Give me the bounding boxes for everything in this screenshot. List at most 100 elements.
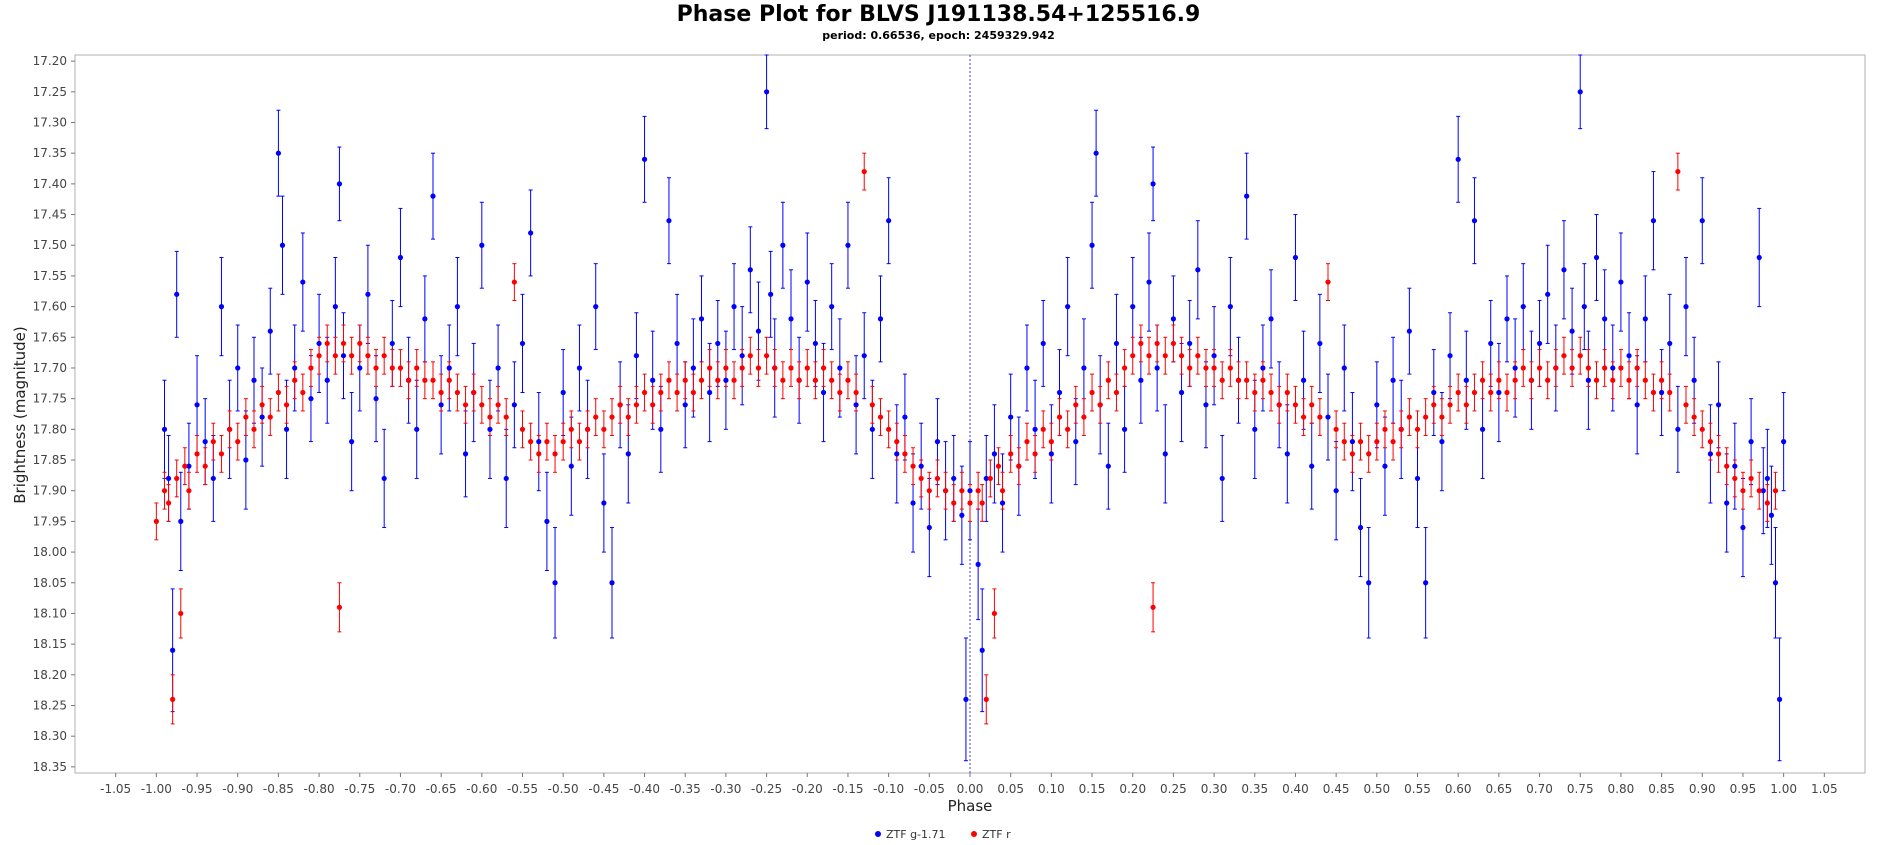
data-point	[235, 365, 241, 371]
data-point	[1488, 389, 1494, 396]
data-point	[1610, 365, 1616, 371]
data-point	[1650, 389, 1657, 396]
data-point	[1374, 402, 1380, 408]
data-point	[755, 328, 762, 334]
data-point	[820, 365, 827, 371]
chart-title: Phase Plot for BLVS J191138.54+125516.9	[676, 2, 1201, 27]
data-point	[544, 518, 550, 524]
data-point	[438, 402, 444, 408]
data-point	[340, 353, 347, 359]
data-point	[381, 475, 387, 482]
data-point	[1162, 451, 1168, 457]
data-point	[593, 414, 599, 420]
data-point	[1760, 488, 1766, 494]
data-point	[202, 463, 208, 469]
data-point	[487, 426, 493, 432]
data-point	[495, 365, 501, 371]
data-point	[1504, 316, 1510, 322]
y-tick-label: 17.75	[33, 392, 67, 406]
data-point	[1699, 218, 1705, 224]
x-tick-label: 1.05	[1811, 782, 1838, 796]
data-point	[1008, 451, 1014, 457]
data-point	[1634, 365, 1640, 371]
data-point	[1667, 340, 1673, 347]
data-point	[422, 316, 428, 322]
data-point	[1707, 451, 1714, 457]
data-point	[186, 463, 192, 469]
data-point	[674, 389, 680, 396]
data-point	[1203, 365, 1209, 371]
data-point	[1626, 377, 1632, 383]
data-point	[316, 340, 322, 347]
y-tick-label: 18.10	[33, 606, 67, 620]
data-point	[1048, 451, 1054, 457]
data-point	[503, 414, 509, 420]
data-point	[987, 475, 993, 482]
data-point	[1260, 365, 1266, 371]
data-point	[1341, 439, 1347, 445]
x-tick-label: 0.25	[1160, 782, 1187, 796]
data-point	[438, 389, 444, 396]
data-point	[1642, 377, 1648, 383]
data-point	[1244, 377, 1250, 383]
data-point	[202, 439, 208, 445]
data-point	[1488, 340, 1494, 347]
data-point	[1528, 377, 1535, 383]
data-point	[1081, 365, 1087, 371]
data-point	[1691, 377, 1697, 383]
x-tick-label: -0.25	[751, 782, 782, 796]
data-point	[1121, 426, 1128, 432]
data-point	[462, 402, 469, 408]
y-tick-label: 17.20	[33, 54, 67, 68]
data-point	[910, 463, 916, 469]
data-point	[275, 150, 282, 156]
x-tick-label: -0.30	[710, 782, 741, 796]
x-tick-label: 1.00	[1770, 782, 1797, 796]
data-point	[552, 580, 558, 586]
y-tick-label: 17.55	[33, 269, 67, 283]
x-tick-label: -0.20	[792, 782, 823, 796]
legend: ZTF g-1.71 ZTF r	[875, 828, 1011, 841]
data-point	[389, 365, 395, 371]
data-point	[1423, 580, 1429, 586]
data-point	[1569, 328, 1575, 334]
data-point	[1479, 426, 1486, 432]
data-point	[690, 389, 696, 396]
x-tick-label: 0.85	[1648, 782, 1675, 796]
data-point	[1423, 414, 1429, 420]
data-point	[910, 500, 916, 506]
data-point	[568, 463, 574, 469]
y-tick-label: 17.80	[33, 422, 67, 436]
data-point	[503, 475, 509, 482]
data-point	[1024, 365, 1030, 371]
data-point	[1431, 389, 1437, 396]
data-point	[1325, 414, 1331, 420]
data-point	[707, 389, 713, 396]
x-tick-label: 0.45	[1323, 782, 1350, 796]
data-point	[1130, 353, 1136, 359]
data-point	[1463, 377, 1469, 383]
data-point	[625, 451, 631, 457]
data-point	[747, 267, 753, 273]
data-point	[1300, 377, 1307, 383]
data-point	[336, 181, 343, 187]
data-point	[1634, 402, 1640, 408]
data-point	[1772, 580, 1779, 586]
legend-label: ZTF r	[982, 828, 1011, 841]
data-point	[1593, 377, 1600, 383]
data-point	[226, 426, 233, 432]
data-point	[1667, 389, 1673, 396]
data-point	[316, 353, 322, 359]
data-point	[902, 414, 908, 420]
data-point	[161, 426, 168, 432]
data-point	[1504, 389, 1510, 396]
data-point	[1268, 316, 1274, 322]
data-point	[963, 696, 969, 702]
data-point	[788, 316, 794, 322]
data-point	[1357, 524, 1364, 531]
data-point	[1048, 439, 1054, 445]
data-point	[1097, 402, 1103, 408]
data-point	[1675, 426, 1681, 432]
data-point	[161, 488, 168, 494]
data-point	[308, 365, 314, 371]
